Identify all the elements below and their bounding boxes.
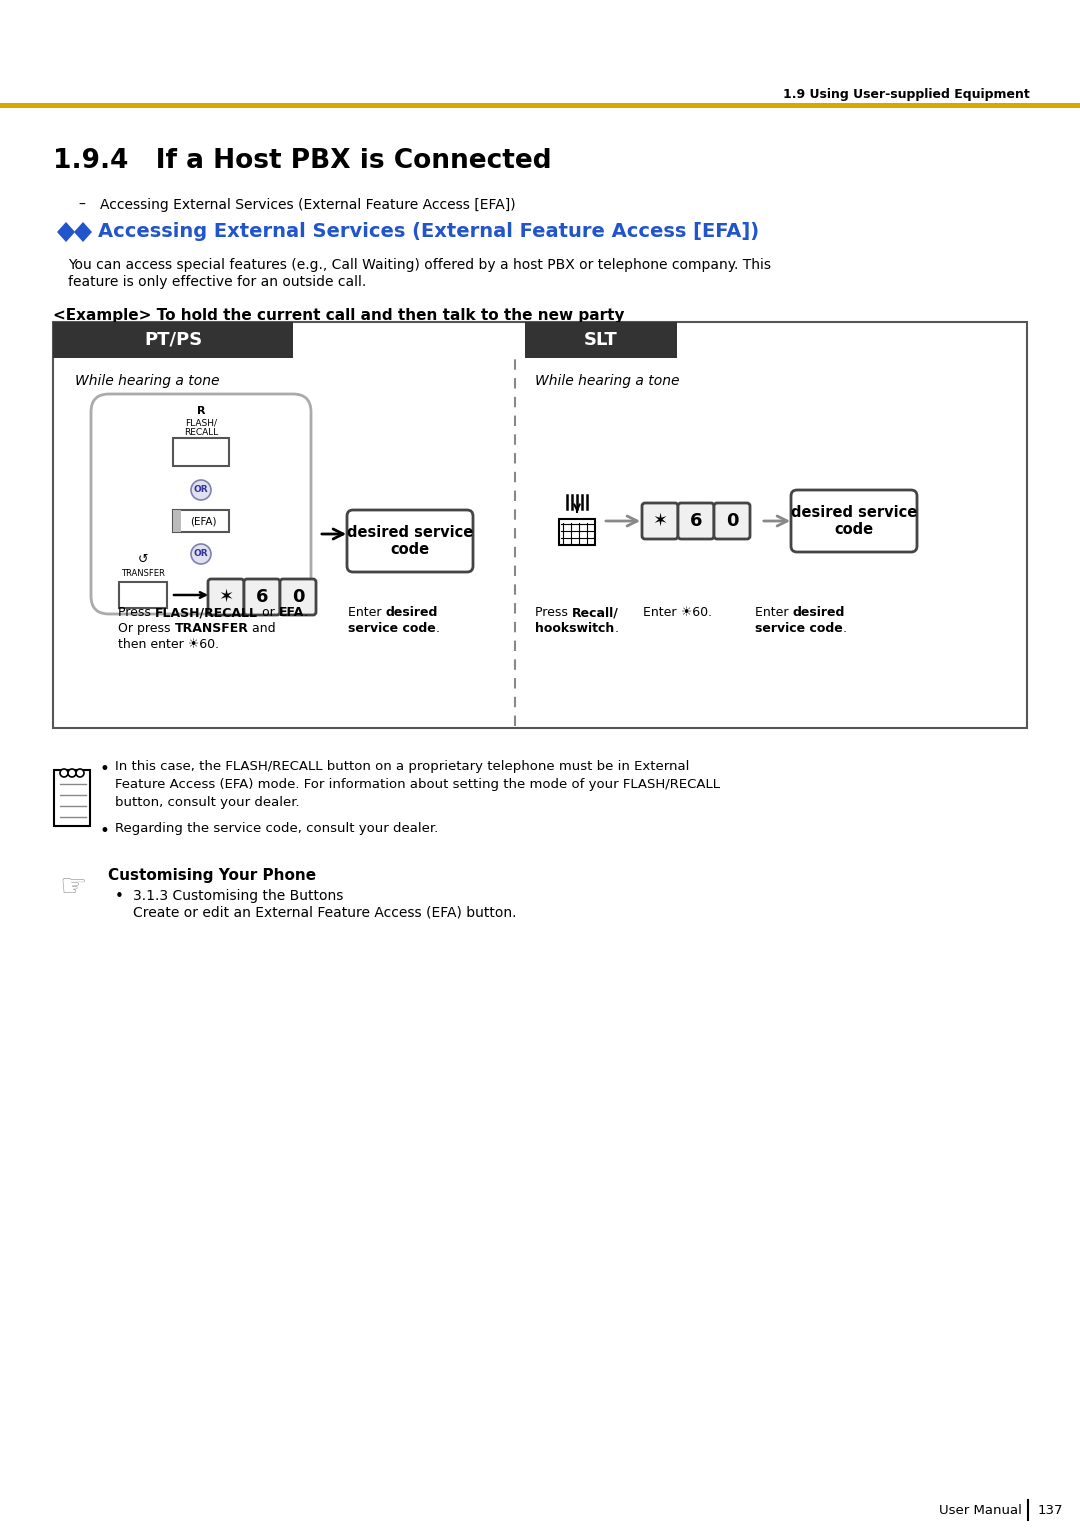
Text: OR: OR (193, 550, 208, 559)
FancyBboxPatch shape (280, 579, 316, 614)
Bar (0, 102, 1080, 108)
Text: hookswitch: hookswitch (535, 622, 615, 636)
Text: .: . (842, 622, 847, 636)
Circle shape (68, 769, 76, 778)
Text: EFA: EFA (279, 607, 303, 619)
FancyBboxPatch shape (642, 503, 678, 539)
Text: –: – (78, 199, 85, 212)
Text: TRANSFER: TRANSFER (175, 622, 248, 636)
Text: .: . (215, 639, 219, 651)
Text: 3.1.3 Customising the Buttons: 3.1.3 Customising the Buttons (133, 889, 343, 903)
Text: 137: 137 (1038, 1504, 1064, 1516)
Text: PT/PS: PT/PS (144, 332, 202, 348)
Bar (559, 520, 595, 545)
Bar (173, 510, 181, 532)
Text: ☀60: ☀60 (188, 639, 215, 651)
Circle shape (191, 480, 211, 500)
Text: Recall/: Recall/ (572, 607, 619, 619)
Text: .: . (303, 607, 308, 619)
Bar (173, 439, 229, 466)
Text: and: and (248, 622, 276, 636)
Text: •: • (114, 889, 124, 905)
Text: Enter: Enter (755, 607, 793, 619)
Text: service code: service code (348, 622, 435, 636)
Text: While hearing a tone: While hearing a tone (75, 374, 219, 388)
Text: ↺: ↺ (138, 553, 148, 565)
Text: desired service
code: desired service code (791, 504, 917, 538)
Text: OR: OR (193, 486, 208, 495)
FancyBboxPatch shape (244, 579, 280, 614)
Text: desired service
code: desired service code (347, 524, 473, 558)
Text: 1.9.4   If a Host PBX is Connected: 1.9.4 If a Host PBX is Connected (53, 148, 552, 174)
Text: TRANSFER: TRANSFER (121, 568, 165, 578)
Text: FLASH/: FLASH/ (185, 419, 217, 428)
Circle shape (76, 769, 84, 778)
Text: Feature Access (EFA) mode. For information about setting the mode of your FLASH/: Feature Access (EFA) mode. For informati… (114, 778, 720, 792)
Text: <Example> To hold the current call and then talk to the new party: <Example> To hold the current call and t… (53, 309, 624, 322)
Circle shape (191, 544, 211, 564)
Bar (54, 770, 90, 827)
Text: Accessing External Services (External Feature Access [EFA]): Accessing External Services (External Fe… (100, 199, 515, 212)
Text: Regarding the service code, consult your dealer.: Regarding the service code, consult your… (114, 822, 438, 834)
Text: .: . (615, 622, 618, 636)
Text: Enter: Enter (348, 607, 386, 619)
Text: .: . (707, 607, 712, 619)
Text: SLT: SLT (584, 332, 618, 348)
Text: Accessing External Services (External Feature Access [EFA]): Accessing External Services (External Fe… (98, 222, 759, 241)
Text: While hearing a tone: While hearing a tone (535, 374, 679, 388)
Text: or: or (258, 607, 279, 619)
Text: Or press: Or press (118, 622, 175, 636)
Bar (53, 322, 293, 358)
Text: 6: 6 (256, 588, 268, 607)
Text: .: . (435, 622, 440, 636)
Text: FLASH/RECALL: FLASH/RECALL (154, 607, 258, 619)
Polygon shape (75, 222, 92, 241)
FancyBboxPatch shape (714, 503, 750, 539)
Text: Enter: Enter (643, 607, 680, 619)
Bar (525, 322, 677, 358)
FancyBboxPatch shape (791, 490, 917, 552)
Text: Press: Press (535, 607, 572, 619)
Circle shape (60, 769, 68, 778)
Text: •: • (100, 759, 110, 778)
Text: User Manual: User Manual (940, 1504, 1022, 1516)
Text: ☞: ☞ (59, 872, 86, 902)
FancyBboxPatch shape (347, 510, 473, 571)
Text: 6: 6 (690, 512, 702, 530)
Text: desired: desired (386, 607, 437, 619)
Text: 1.9 Using User-supplied Equipment: 1.9 Using User-supplied Equipment (783, 89, 1030, 101)
Bar (53, 322, 1027, 727)
Text: (EFA): (EFA) (190, 516, 216, 526)
Text: R: R (197, 406, 205, 416)
Polygon shape (57, 222, 75, 241)
Text: Create or edit an External Feature Access (EFA) button.: Create or edit an External Feature Acces… (133, 906, 516, 920)
Text: feature is only effective for an outside call.: feature is only effective for an outside… (68, 275, 366, 289)
Text: Press: Press (118, 607, 154, 619)
Text: RECALL: RECALL (184, 428, 218, 437)
FancyBboxPatch shape (208, 579, 244, 614)
Text: 0: 0 (726, 512, 739, 530)
Text: ✶: ✶ (218, 588, 233, 607)
Bar (173, 510, 229, 532)
Text: ✶: ✶ (652, 512, 667, 530)
Text: desired: desired (793, 607, 845, 619)
Text: ☀60: ☀60 (680, 607, 707, 619)
Text: Customising Your Phone: Customising Your Phone (108, 868, 316, 883)
Bar (119, 582, 167, 608)
Text: 0: 0 (292, 588, 305, 607)
Text: In this case, the FLASH/RECALL button on a proprietary telephone must be in Exte: In this case, the FLASH/RECALL button on… (114, 759, 689, 773)
Text: You can access special features (e.g., Call Waiting) offered by a host PBX or te: You can access special features (e.g., C… (68, 258, 771, 272)
FancyBboxPatch shape (678, 503, 714, 539)
Text: service code: service code (755, 622, 842, 636)
Text: then enter: then enter (118, 639, 188, 651)
Text: •: • (100, 822, 110, 840)
Text: button, consult your dealer.: button, consult your dealer. (114, 796, 299, 808)
